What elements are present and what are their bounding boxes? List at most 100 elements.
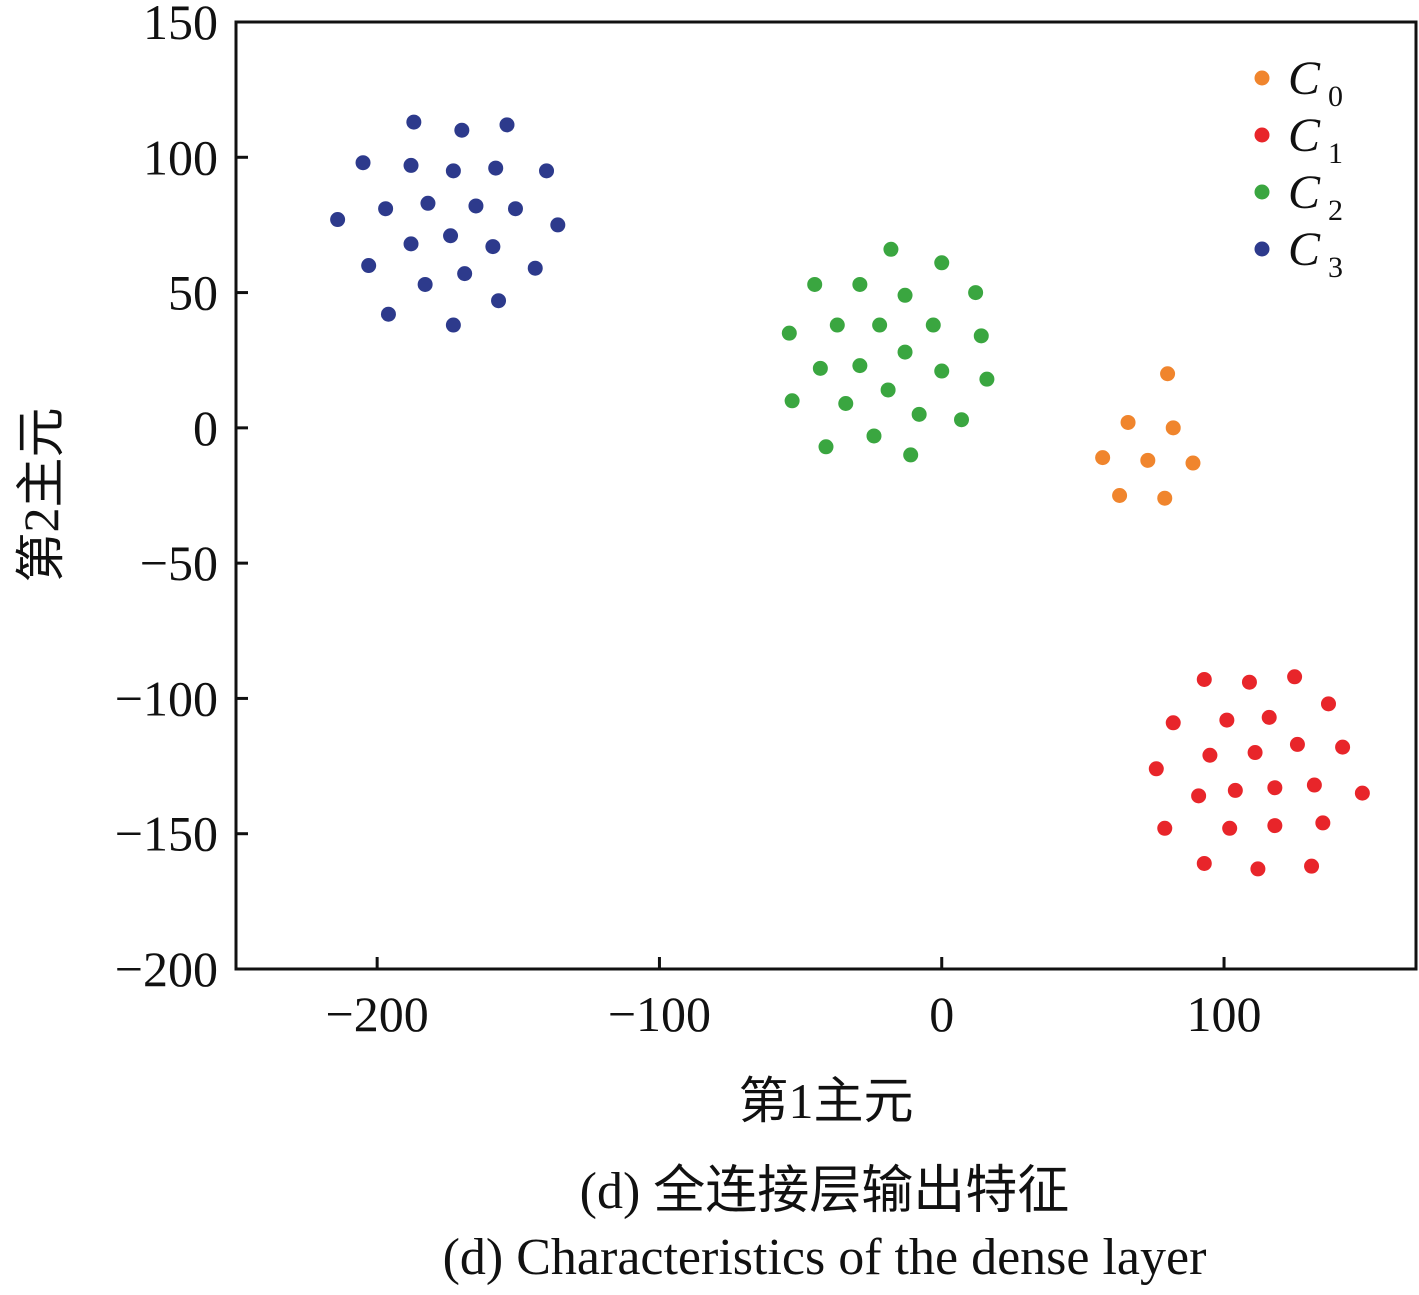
y-axis-title: 第2主元 [13,408,69,583]
y-tick-label: −50 [140,535,218,591]
point-c1 [1287,669,1303,685]
point-c1 [1202,747,1218,763]
point-c2 [903,447,919,463]
legend: C 0C 1C 2C 3 [1254,52,1343,284]
point-c2 [812,360,828,376]
point-c0 [1112,488,1128,503]
point-c1 [1320,696,1336,712]
y-tick-label: −100 [115,670,218,726]
x-tick-label: 100 [1187,986,1262,1042]
legend-subscript-c3: 3 [1328,251,1343,284]
point-c1 [1267,818,1283,834]
point-c3 [491,293,507,309]
point-c2 [925,317,941,333]
point-c3 [420,195,436,211]
point-c2 [872,317,888,333]
point-c3 [406,114,422,130]
point-c2 [807,276,823,292]
y-tick-label: 150 [143,0,218,50]
point-c0 [1157,490,1173,506]
point-c0 [1095,450,1111,466]
legend-label-c2: C [1288,166,1321,219]
point-c1 [1196,671,1212,687]
point-c3 [355,155,371,171]
point-c1 [1289,736,1305,752]
figure-caption-chinese: (d) 全连接层输出特征 [579,1163,1070,1220]
point-c2 [883,241,899,257]
point-c2 [911,406,927,422]
point-c2 [897,344,913,360]
point-c0 [1185,455,1201,471]
point-c3 [445,317,461,333]
point-c1 [1261,709,1277,725]
legend-label-c0: C [1288,52,1321,105]
point-c1 [1196,855,1212,871]
point-c1 [1354,785,1370,801]
point-c2 [954,412,970,428]
point-c3 [539,163,555,179]
point-c1 [1222,820,1238,836]
point-c1 [1335,739,1351,755]
point-c1 [1267,780,1283,796]
point-c1 [1165,715,1181,731]
point-c3 [488,160,504,176]
point-c1 [1157,820,1173,836]
point-c1 [1191,788,1207,804]
point-c2 [973,328,989,344]
legend-marker-c2 [1254,184,1270,200]
point-c1 [1306,777,1322,793]
point-c1 [1247,745,1263,761]
data-points [330,114,1370,877]
point-c2 [852,358,868,374]
legend-label-c3: C [1288,223,1321,276]
x-tick-label: −200 [326,986,429,1042]
point-c3 [485,239,501,255]
y-tick-label: 100 [143,129,218,185]
point-c2 [838,396,854,412]
point-c2 [829,317,845,333]
point-c3 [499,117,515,133]
point-c0 [1120,414,1136,430]
point-c3 [443,228,459,244]
point-c1 [1315,815,1331,831]
point-c3 [361,258,377,274]
legend-subscript-c1: 1 [1328,137,1343,170]
x-axis-title: 第1主元 [739,1073,914,1129]
point-c3 [380,306,396,322]
figure-caption-english: (d) Characteristics of the dense layer [442,1229,1207,1286]
y-tick-label: 50 [168,265,218,321]
point-c3 [507,201,523,217]
point-c3 [403,157,419,173]
point-c2 [784,393,800,409]
y-tick-label: 0 [193,400,218,456]
point-c2 [934,255,950,271]
point-c2 [781,325,797,341]
point-c2 [934,363,950,379]
point-c2 [968,285,984,301]
point-c2 [897,287,913,303]
point-c2 [818,439,834,455]
legend-marker-c1 [1254,127,1270,143]
point-c0 [1140,452,1156,468]
axis-ticks: −200 −100 0 100 150 100 50 0 −50 −100 −150 −200 [115,0,1262,1042]
plot-frame [234,20,1418,971]
point-c3 [527,260,543,276]
point-c3 [417,276,433,292]
point-c3 [457,266,473,282]
point-c1 [1241,674,1257,690]
y-tick-label: −150 [115,806,218,862]
point-c3 [378,201,394,217]
x-tick-label: 0 [929,986,954,1042]
point-c0 [1165,420,1181,436]
legend-subscript-c0: 0 [1328,80,1343,113]
point-c1 [1227,782,1243,798]
point-c3 [330,212,346,228]
point-c1 [1250,861,1266,877]
point-c1 [1148,761,1164,777]
point-c3 [445,163,461,179]
point-c1 [1219,712,1235,728]
legend-marker-c0 [1254,70,1270,86]
legend-marker-c3 [1254,241,1270,257]
legend-label-c1: C [1288,109,1321,162]
